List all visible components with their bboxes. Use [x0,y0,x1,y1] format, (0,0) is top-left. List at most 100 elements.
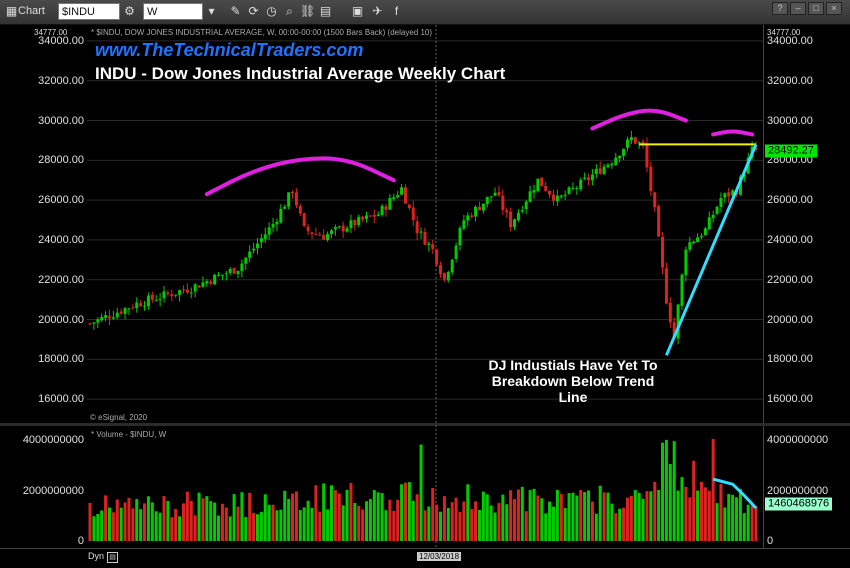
volume-bar [727,493,731,541]
twitter-icon[interactable]: ✈ [372,4,383,18]
volume-axis-tick: 2000000000 [767,484,829,497]
volume-bar [166,501,170,541]
volume-bar [645,491,649,541]
volume-bar [493,512,497,541]
volume-bar [707,490,711,541]
volume-bar [598,485,602,541]
cycle-icon[interactable]: ⟳ [248,4,259,18]
close-button[interactable]: × [826,2,842,15]
candle-body [322,235,326,240]
volume-bar [306,500,310,541]
volume-bar [668,463,672,541]
crosshair-date: 12/03/2018 [417,552,462,561]
volume-bar [551,506,555,541]
candle-body [622,148,626,156]
symbol-input[interactable]: $INDU [58,3,120,20]
volume-bar [731,494,735,541]
volume-bar [345,489,349,541]
interval-text: W [147,6,158,18]
candle-body [699,235,703,237]
volume-trend-line [712,477,758,510]
facebook-icon[interactable]: f [394,4,399,18]
magnify-icon[interactable]: ⌕ [286,4,293,18]
volume-bar [298,510,302,541]
volume-bar [380,493,384,541]
volume-bar [349,483,353,541]
volume-bar [131,508,135,541]
time-axis[interactable]: Dyn ▤ 12/03/2018 [0,548,850,568]
volume-bar [209,501,213,541]
volume-bar [341,505,345,541]
volume-bar [723,507,727,541]
candle-body [610,163,614,166]
candle-body [485,196,489,205]
settings-icon[interactable]: ⚙ [124,4,135,18]
interval-dropdown-icon[interactable]: ▾ [208,4,215,18]
candle-body [684,249,688,276]
volume-bar [520,486,524,541]
price-axis-tick: 22000.00 [767,273,813,286]
candle-body [166,292,170,294]
dyn-label[interactable]: Dyn [88,551,105,561]
maximize-button[interactable]: □ [808,2,824,15]
candle-body [213,274,217,285]
volume-bar [255,514,259,541]
candle-body [115,312,119,318]
volume-bar [637,493,641,541]
candle-body [217,274,221,276]
left-volume-scale[interactable] [0,426,87,548]
volume-bar [423,510,427,541]
last-volume-flag: 1460468976 [765,497,833,511]
interval-select[interactable]: W [143,3,203,20]
candle-body [727,192,731,197]
price-axis-tick: 32000.00 [767,74,813,87]
volume-bar [590,501,594,541]
chart-tab[interactable]: Chart [18,5,45,17]
candle-body [442,273,446,280]
candle-body [649,166,653,192]
candle-body [664,268,668,304]
left-top-marker: 34777.00 [34,28,68,37]
minimize-button[interactable]: – [790,2,806,15]
candle-body [388,197,392,210]
right-volume-axis[interactable] [763,426,850,548]
volume-bar [139,509,143,541]
candle-body [92,322,96,324]
volume-bar [318,511,322,541]
candle-body [349,220,353,228]
save-icon[interactable]: ▣ [351,4,364,18]
volume-bar [622,507,626,541]
website-banner[interactable]: www.TheTechnicalTraders.com [95,40,364,60]
volume-bar [400,484,404,541]
volume-bar [232,494,236,541]
chart-window-icon: ▦ [5,4,18,18]
volume-bar [314,485,318,541]
time-scale-icon[interactable]: ▤ [107,552,118,563]
volume-bar [501,494,505,541]
grid-icon[interactable]: ▤ [319,4,332,18]
candle-body [614,157,618,165]
candle-body [575,187,579,189]
candle-body [645,143,649,168]
price-pane[interactable] [87,25,763,423]
volume-bar [750,505,754,541]
candle-body [263,234,267,240]
candle-body [88,323,92,325]
volume-bar [388,499,392,541]
right-price-axis[interactable] [763,25,850,423]
left-price-scale[interactable] [0,25,87,423]
draw-pencil-icon[interactable]: ✎ [230,4,241,18]
price-axis-tick: 24000.00 [767,233,813,246]
help-button[interactable]: ? [772,2,788,15]
clock-icon[interactable]: ◷ [266,4,277,18]
link-icon[interactable]: ⛓ [300,4,316,18]
volume-bar [672,441,676,541]
volume-bar [407,482,411,541]
candle-body [497,192,501,196]
candle-body [240,263,244,272]
volume-bar [115,499,119,541]
candle-body [439,265,443,275]
candle-body [154,300,158,302]
volume-bar [532,488,536,541]
candle-body [661,237,665,268]
